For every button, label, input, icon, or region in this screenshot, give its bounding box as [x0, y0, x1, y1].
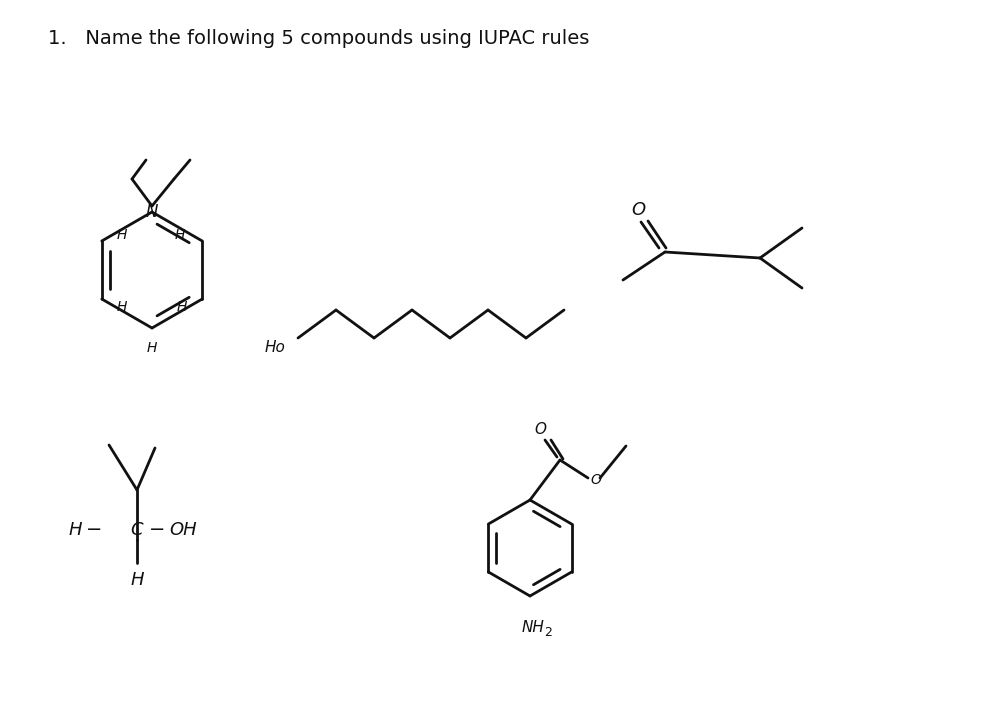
Text: O: O: [591, 473, 602, 487]
Text: H: H: [177, 300, 187, 314]
Text: 2: 2: [544, 626, 551, 638]
Text: 1.   Name the following 5 compounds using IUPAC rules: 1. Name the following 5 compounds using …: [48, 28, 589, 48]
Text: Ho: Ho: [265, 341, 286, 356]
Text: −: −: [148, 520, 165, 540]
Text: H: H: [117, 300, 127, 314]
Text: H: H: [117, 228, 127, 242]
Text: H: H: [147, 341, 157, 355]
Text: NH: NH: [522, 621, 544, 635]
Text: O: O: [631, 201, 645, 219]
Text: N: N: [146, 203, 158, 221]
Text: H: H: [175, 228, 185, 242]
Text: O: O: [534, 422, 546, 437]
Text: H: H: [68, 521, 82, 539]
Text: −: −: [86, 520, 102, 540]
Text: OH: OH: [169, 521, 197, 539]
Text: C: C: [131, 521, 144, 539]
Text: H: H: [131, 571, 144, 589]
